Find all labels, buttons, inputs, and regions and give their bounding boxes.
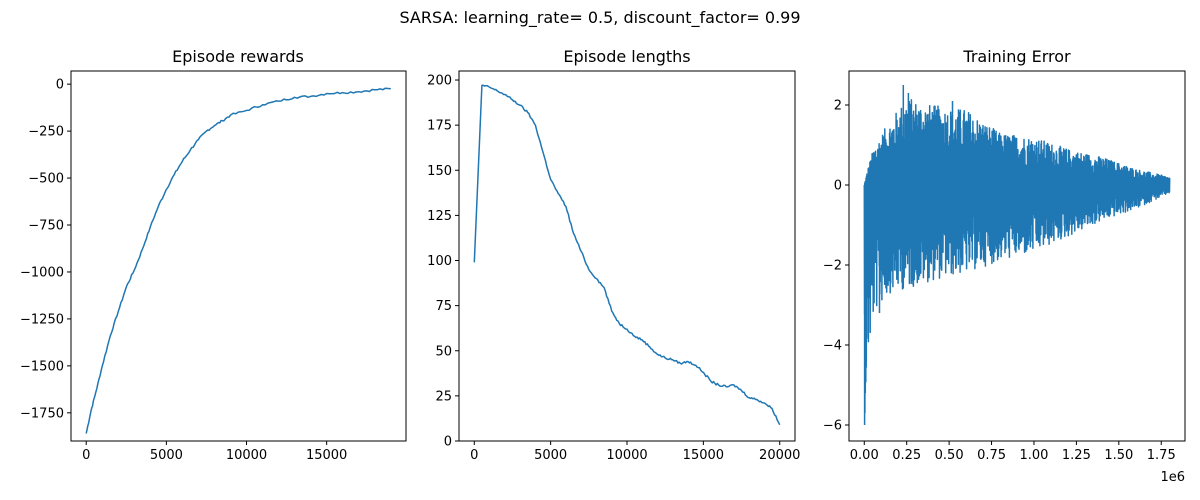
ticks-layer: 0 5000 10000 15000 0 −250 −500 −750 −1000 −1250 −1… (20, 78, 347, 463)
y-tick-label: −250 (28, 125, 64, 140)
x-tick-label: 1.75 (1147, 448, 1176, 463)
axes-frame (70, 70, 407, 442)
x-tick-label: 15000 (683, 448, 724, 463)
y-tick-label: −4 (823, 339, 842, 354)
y-tick-label: 125 (427, 209, 452, 224)
y-tick-label: 0 (56, 78, 64, 93)
y-tick-label: 0 (444, 435, 452, 450)
x-tick-label: 5000 (534, 448, 567, 463)
x-tick-label: 10000 (606, 448, 647, 463)
x-tick-label: 20000 (759, 448, 800, 463)
y-tick-label: −1250 (20, 312, 64, 327)
x-tick-label: 0.50 (935, 448, 964, 463)
y-tick-label: −1750 (20, 406, 64, 421)
y-tick-label: −750 (28, 219, 64, 234)
y-tick-label: 50 (435, 344, 452, 359)
y-tick-label: 0 (834, 179, 842, 194)
y-tick-label: 175 (427, 119, 452, 134)
y-tick-label: 200 (427, 74, 452, 89)
y-tick-label: −500 (28, 172, 64, 187)
chart-title: Episode lengths (563, 47, 690, 66)
axes-frame (848, 70, 1186, 442)
x-tick-label: 1.50 (1104, 448, 1133, 463)
y-tick-label: 2 (834, 99, 842, 114)
x-tick-label: 0.00 (850, 448, 879, 463)
x-tick-label: 5000 (150, 448, 183, 463)
y-tick-label: −1500 (20, 359, 64, 374)
chart-title: Training Error (962, 47, 1071, 66)
series-line (85, 87, 391, 434)
x-tick-label: 0.75 (977, 448, 1006, 463)
x-tick-label: 15000 (306, 448, 347, 463)
axes-frame (458, 70, 796, 442)
panel-training-error: Training Error 0.00 0.25 0.50 0.75 1.00 1.25 1… (823, 47, 1186, 485)
figure-suptitle: SARSA: learning_rate= 0.5, discount_fact… (399, 8, 800, 28)
series-line (863, 85, 1171, 425)
x-offset-label: 1e6 (1160, 470, 1185, 485)
ticks-layer: 0.00 0.25 0.50 0.75 1.00 1.25 1.50 1.75 2 0 −2 −4 −6 (823, 99, 1176, 464)
x-tick-label: 0 (470, 448, 478, 463)
ticks-layer: 0 5000 10000 15000 20000 0 25 50 75 100 125 150 175 2… (427, 74, 800, 463)
y-tick-label: 150 (427, 164, 452, 179)
series-layer (85, 87, 391, 434)
x-tick-label: 0.25 (892, 448, 921, 463)
x-tick-label: 0 (82, 448, 90, 463)
series-layer (863, 85, 1171, 425)
y-tick-label: −2 (823, 259, 842, 274)
series-line (473, 84, 781, 426)
y-tick-label: −1000 (20, 265, 64, 280)
x-tick-label: 1.00 (1019, 448, 1048, 463)
panel-episode-lengths: Episode lengths 0 5000 10000 15000 20000 0 25 5… (427, 47, 800, 463)
y-tick-label: 75 (435, 299, 452, 314)
x-tick-label: 10000 (226, 448, 267, 463)
panel-episode-rewards: Episode rewards 0 5000 10000 15000 0 −250 −500… (20, 47, 407, 463)
chart-title: Episode rewards (172, 47, 304, 66)
y-tick-label: 100 (427, 254, 452, 269)
y-tick-label: −6 (823, 419, 842, 434)
series-layer (473, 84, 781, 426)
y-tick-label: 25 (435, 389, 452, 404)
x-tick-label: 1.25 (1062, 448, 1091, 463)
